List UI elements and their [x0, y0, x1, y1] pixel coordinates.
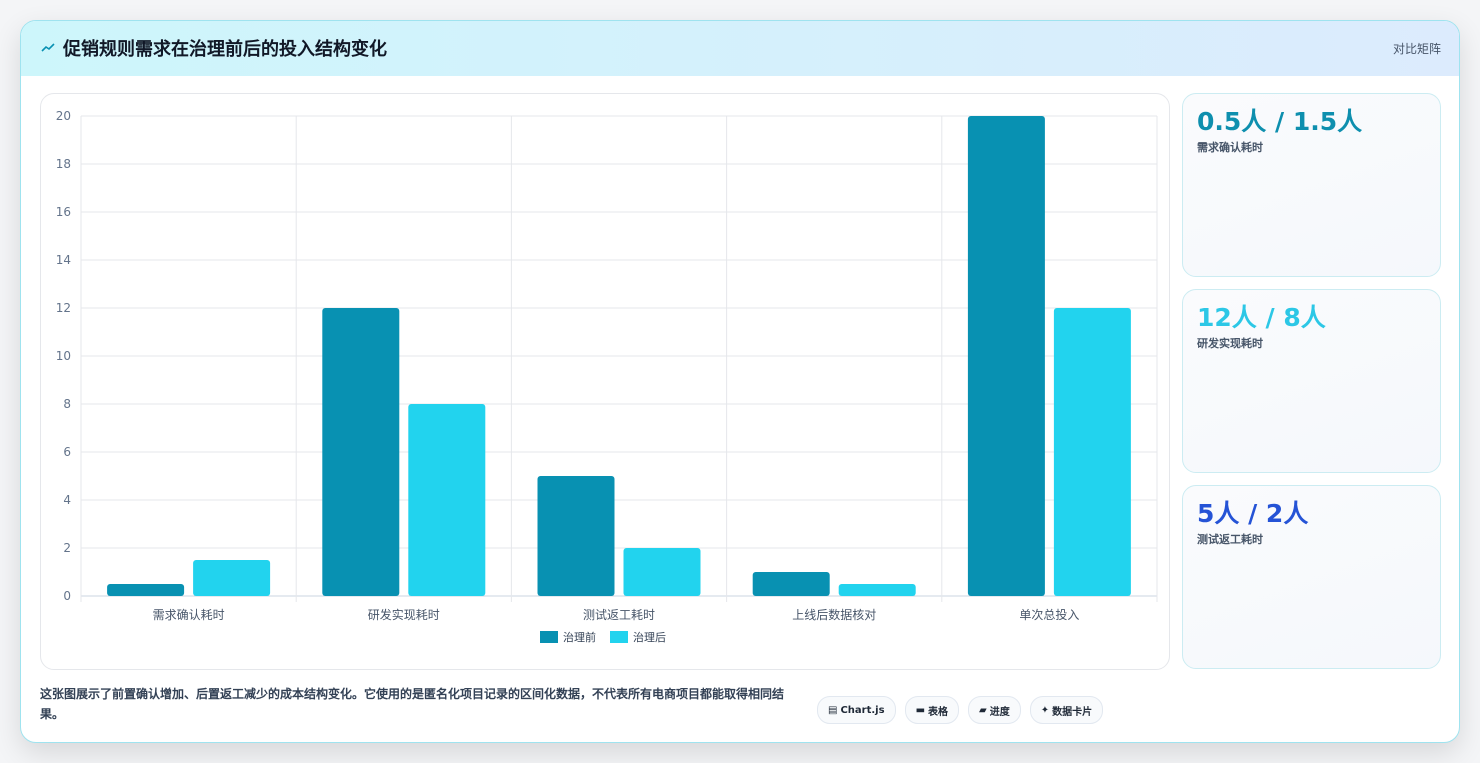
legend-swatch — [610, 631, 628, 643]
y-tick-label: 18 — [56, 157, 71, 171]
x-tick-label: 单次总投入 — [1019, 607, 1079, 622]
bar-chart: 0 2 4 6 8 10 12 14 16 18 20 需求确认耗时 研发实现耗时 测试返工耗时 上线后数据… — [40, 93, 1170, 670]
bar — [967, 116, 1045, 596]
bar — [838, 584, 916, 596]
y-tick-label: 0 — [63, 589, 71, 603]
chart-description: 这张图展示了前置确认增加、后置返工减少的成本结构变化。它使用的是匿名化项目记录的… — [40, 687, 785, 721]
chip-label: 进度 — [989, 706, 1010, 718]
chart-icon: ▤ — [828, 704, 838, 716]
feature-chips: ▤ Chart.js ▬ 表格 ▰ 进度 ✦ 数据卡片 — [817, 696, 1104, 724]
chip-table[interactable]: ▬ 表格 — [904, 696, 960, 724]
bar — [408, 404, 486, 596]
y-tick-label: 14 — [56, 253, 71, 267]
stat-label: 需求确认耗时 — [1197, 141, 1263, 154]
chip-label: 数据卡片 — [1052, 706, 1093, 718]
trend-icon — [41, 43, 55, 52]
bar — [537, 476, 615, 596]
bar — [623, 548, 701, 596]
bar — [752, 572, 830, 596]
legend-label: 治理前 — [563, 630, 596, 644]
y-tick-label: 12 — [56, 301, 71, 315]
y-tick-label: 4 — [63, 493, 71, 507]
progress-icon: ▰ — [979, 704, 987, 716]
compare-matrix-link[interactable]: 对比矩阵 — [1392, 42, 1441, 56]
table-icon: ▬ — [915, 704, 926, 716]
y-tick-label: 10 — [56, 349, 71, 363]
legend-swatch — [540, 631, 558, 643]
stat-card-development: 12人 / 8人 研发实现耗时 — [1182, 289, 1441, 473]
x-tick-label: 上线后数据核对 — [792, 607, 876, 622]
y-tick-label: 16 — [56, 205, 71, 219]
chip-progress[interactable]: ▰ 进度 — [968, 696, 1021, 724]
x-tick-label: 测试返工耗时 — [583, 607, 655, 622]
chip-data-card[interactable]: ✦ 数据卡片 — [1029, 696, 1104, 724]
x-tick-label: 研发实现耗时 — [368, 607, 440, 622]
x-tick-label: 需求确认耗时 — [153, 608, 225, 622]
bar — [193, 560, 271, 596]
chart-card: 促销规则需求在治理前后的投入结构变化 对比矩阵 0 2 4 6 8 10 12 14 16 18 2… — [20, 20, 1460, 743]
bar — [322, 308, 400, 596]
stat-value: 12人 / 8人 — [1197, 303, 1326, 332]
bar-chart-svg: 0 2 4 6 8 10 12 14 16 18 20 需求确认耗时 研发实现耗时 测试返工耗时 上线后数据… — [56, 109, 1158, 644]
bar — [107, 584, 185, 596]
chip-label: Chart.js — [840, 704, 885, 716]
sparkle-icon: ✦ — [1040, 704, 1050, 716]
card-header: 促销规则需求在治理前后的投入结构变化 对比矩阵 — [21, 21, 1459, 76]
y-tick-label: 2 — [63, 541, 71, 555]
legend-label: 治理后 — [633, 630, 666, 644]
stat-card-requirement: 0.5人 / 1.5人 需求确认耗时 — [1182, 93, 1441, 277]
stat-card-testing: 5人 / 2人 测试返工耗时 — [1182, 485, 1441, 669]
y-tick-label: 6 — [63, 445, 71, 459]
chip-chartjs[interactable]: ▤ Chart.js — [817, 696, 896, 724]
stat-value: 0.5人 / 1.5人 — [1197, 107, 1363, 136]
card-title: 促销规则需求在治理前后的投入结构变化 — [63, 39, 387, 60]
stat-label: 研发实现耗时 — [1197, 337, 1263, 350]
y-tick-label: 20 — [56, 109, 71, 123]
y-tick-label: 8 — [63, 397, 71, 411]
stat-label: 测试返工耗时 — [1197, 533, 1263, 546]
bar — [1053, 308, 1131, 596]
chip-label: 表格 — [928, 706, 949, 718]
stat-value: 5人 / 2人 — [1197, 499, 1309, 528]
